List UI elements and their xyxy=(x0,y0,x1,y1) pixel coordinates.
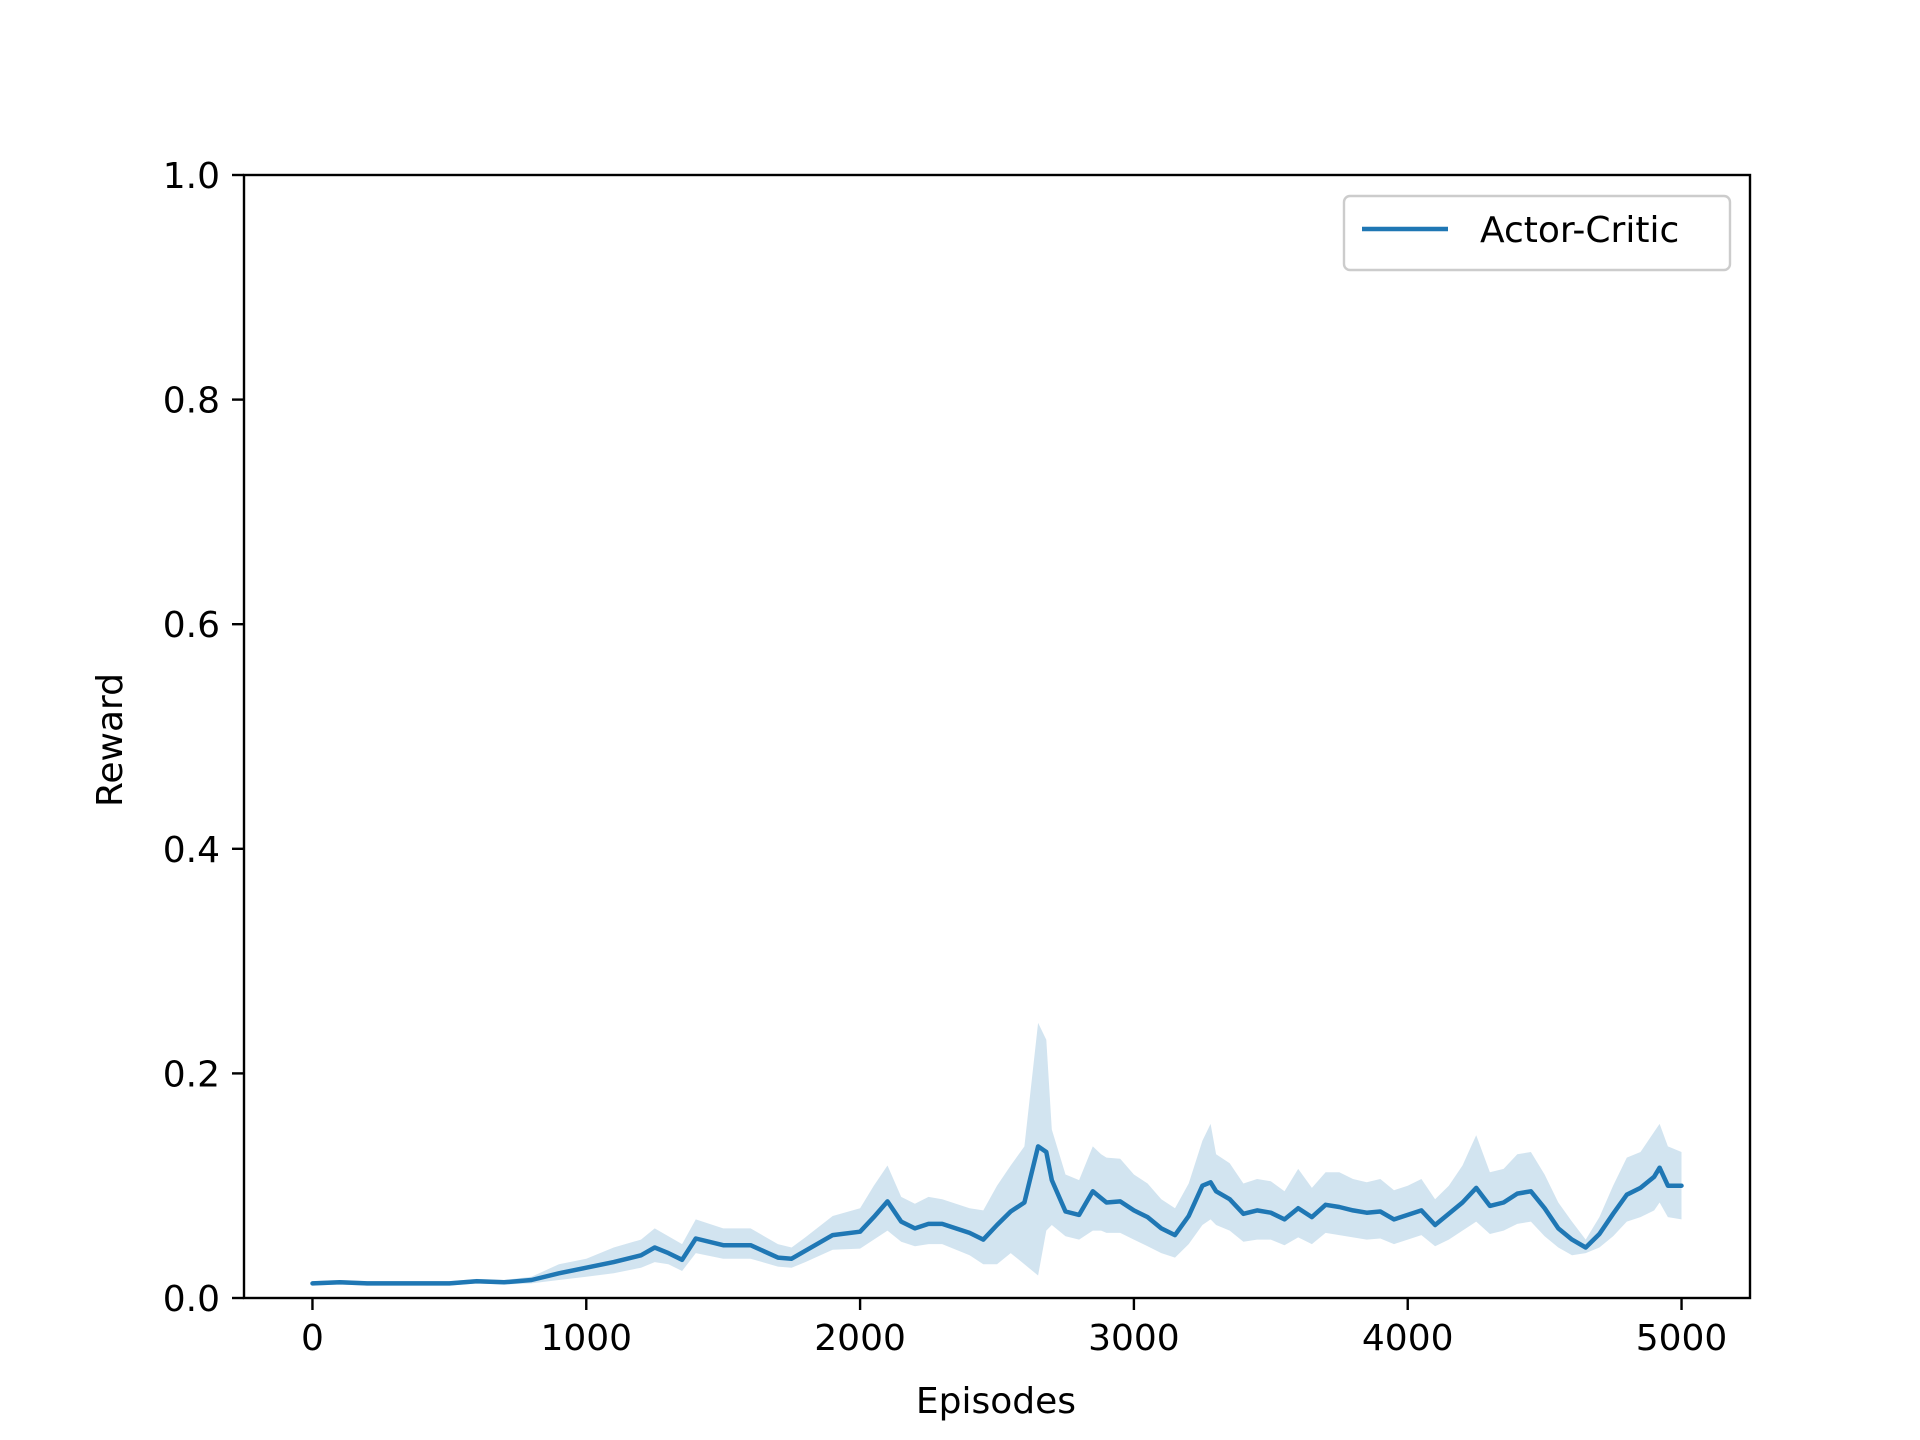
x-tick-label: 5000 xyxy=(1636,1318,1728,1359)
y-tick-label: 0.6 xyxy=(163,605,220,646)
y-tick-label: 0.8 xyxy=(163,381,220,422)
confidence-band-actor-critic xyxy=(312,1022,1682,1286)
x-tick-label: 3000 xyxy=(1088,1318,1180,1359)
y-tick-label: 0.4 xyxy=(163,830,220,871)
legend-box xyxy=(1342,194,1732,272)
y-axis-ticks: 0.0 0.2 0.4 0.6 0.8 1.0 xyxy=(163,156,244,1320)
plot-area xyxy=(310,1022,1684,1286)
y-tick-label: 1.0 xyxy=(163,156,220,197)
x-tick-label: 1000 xyxy=(540,1318,632,1359)
x-tick-label: 2000 xyxy=(814,1318,906,1359)
legend: Actor-Critic xyxy=(1342,194,1732,272)
x-axis-label: Episodes xyxy=(916,1381,1076,1422)
y-axis-label: Reward xyxy=(90,673,131,807)
series-line-actor-critic xyxy=(310,1144,1684,1286)
axes-frame xyxy=(242,173,1752,1300)
x-tick-label: 4000 xyxy=(1362,1318,1454,1359)
legend-label-actor-critic: Actor-Critic xyxy=(1480,210,1679,251)
x-axis-ticks: 0 1000 2000 3000 4000 5000 xyxy=(301,1298,1727,1359)
x-tick-label: 0 xyxy=(301,1318,324,1359)
y-tick-label: 0.0 xyxy=(163,1279,220,1320)
y-tick-label: 0.2 xyxy=(163,1054,220,1095)
